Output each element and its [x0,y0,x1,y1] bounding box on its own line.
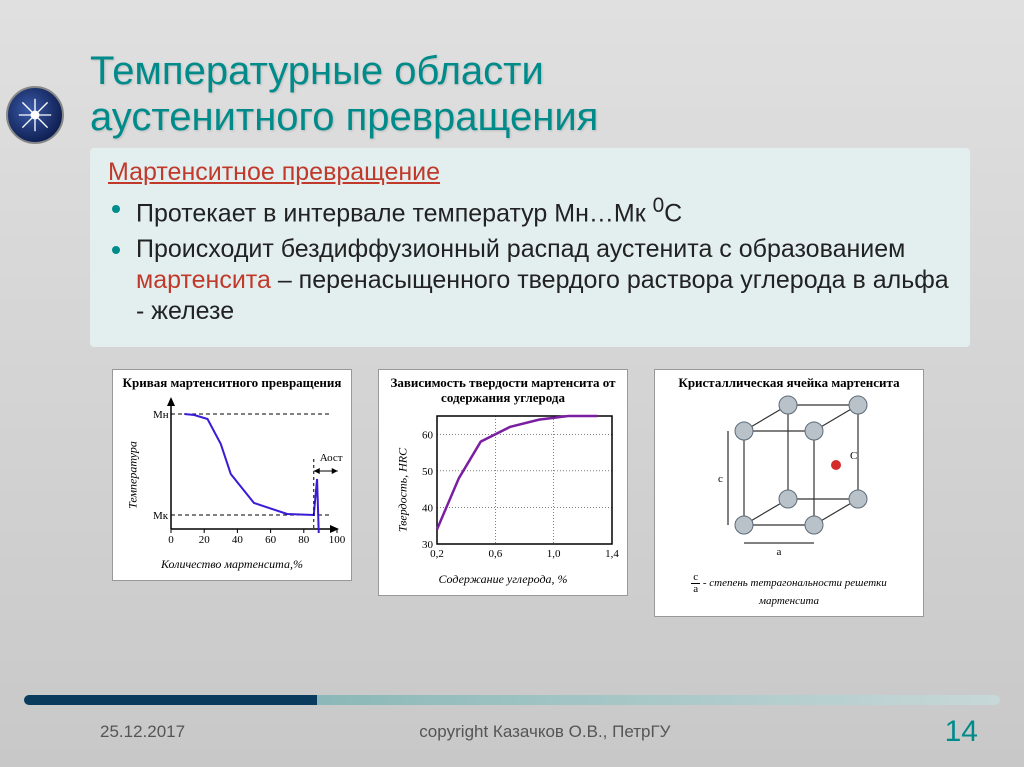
figure-hardness-curve: Зависимость твердости мартенсита от соде… [378,369,628,596]
svg-text:60: 60 [265,534,277,545]
figure-crystal-cell: Кристаллическая ячейка мартенсита Fe Ca c … [654,369,924,617]
subheading: Мартенситное превращение [108,158,952,187]
svg-text:50: 50 [422,466,434,478]
footer-copyright: copyright Казачков О.В., ПетрГУ [145,722,945,742]
svg-text:20: 20 [199,534,211,545]
fig2-plot: 304050600,20,61,01,4 [407,410,622,560]
svg-text:c: c [718,473,723,485]
svg-text:Аост: Аост [320,452,343,464]
footer: 25.12.2017 copyright Казачков О.В., Петр… [0,715,1024,749]
svg-text:Мк: Мк [153,510,169,522]
slide-title: Температурные области аустенитного превр… [90,48,970,140]
bullet-item: Происходит бездиффузионный распад аустен… [108,234,952,328]
fig1-title: Кривая мартенситного превращения [119,376,345,391]
svg-text:1,4: 1,4 [605,548,619,560]
svg-text:100: 100 [329,534,346,545]
fig3-caption: c a - степень тетрагональности решетки м… [661,572,917,608]
svg-text:Мн: Мн [153,409,169,421]
bullet-list: Протекает в интервале температур Мн…Мк 0… [108,193,952,327]
bullet-item: Протекает в интервале температур Мн…Мк 0… [108,193,952,230]
figure-martensite-curve: Кривая мартенситного превращения Темпера… [112,369,352,581]
logo [6,86,64,144]
svg-text:80: 80 [298,534,310,545]
svg-text:0,2: 0,2 [430,548,444,560]
fig1-ylabel: Температура [126,441,141,509]
svg-text:0: 0 [168,534,174,545]
footer-page-number: 14 [945,715,978,749]
svg-text:0,6: 0,6 [488,548,502,560]
svg-text:60: 60 [422,429,434,441]
fig3-title: Кристаллическая ячейка мартенсита [661,376,917,391]
fig2-xlabel: Содержание углерода, % [385,572,621,587]
svg-text:40: 40 [422,503,434,515]
svg-text:a: a [777,546,782,558]
title-line2: аустенитного превращения [90,95,598,139]
title-line1: Температурные области [90,49,544,93]
figure-row: Кривая мартенситного превращения Темпера… [112,369,970,617]
fig1-xlabel: Количество мартенсита,% [119,557,345,572]
fig3-diagram: Fe Ca c [661,395,917,563]
fig1-plot: 0 20 40 60 80 100 Мн Мк Аост [137,395,347,545]
svg-text:Fe: Fe [860,395,871,398]
svg-text:C: C [850,450,857,462]
svg-text:40: 40 [232,534,244,545]
content-box: Мартенситное превращение Протекает в инт… [90,148,970,347]
svg-text:1,0: 1,0 [547,548,561,560]
footer-rule [24,695,1000,705]
fig2-title: Зависимость твердости мартенсита от соде… [385,376,621,406]
fig2-ylabel: Твердость, HRC [396,448,411,532]
